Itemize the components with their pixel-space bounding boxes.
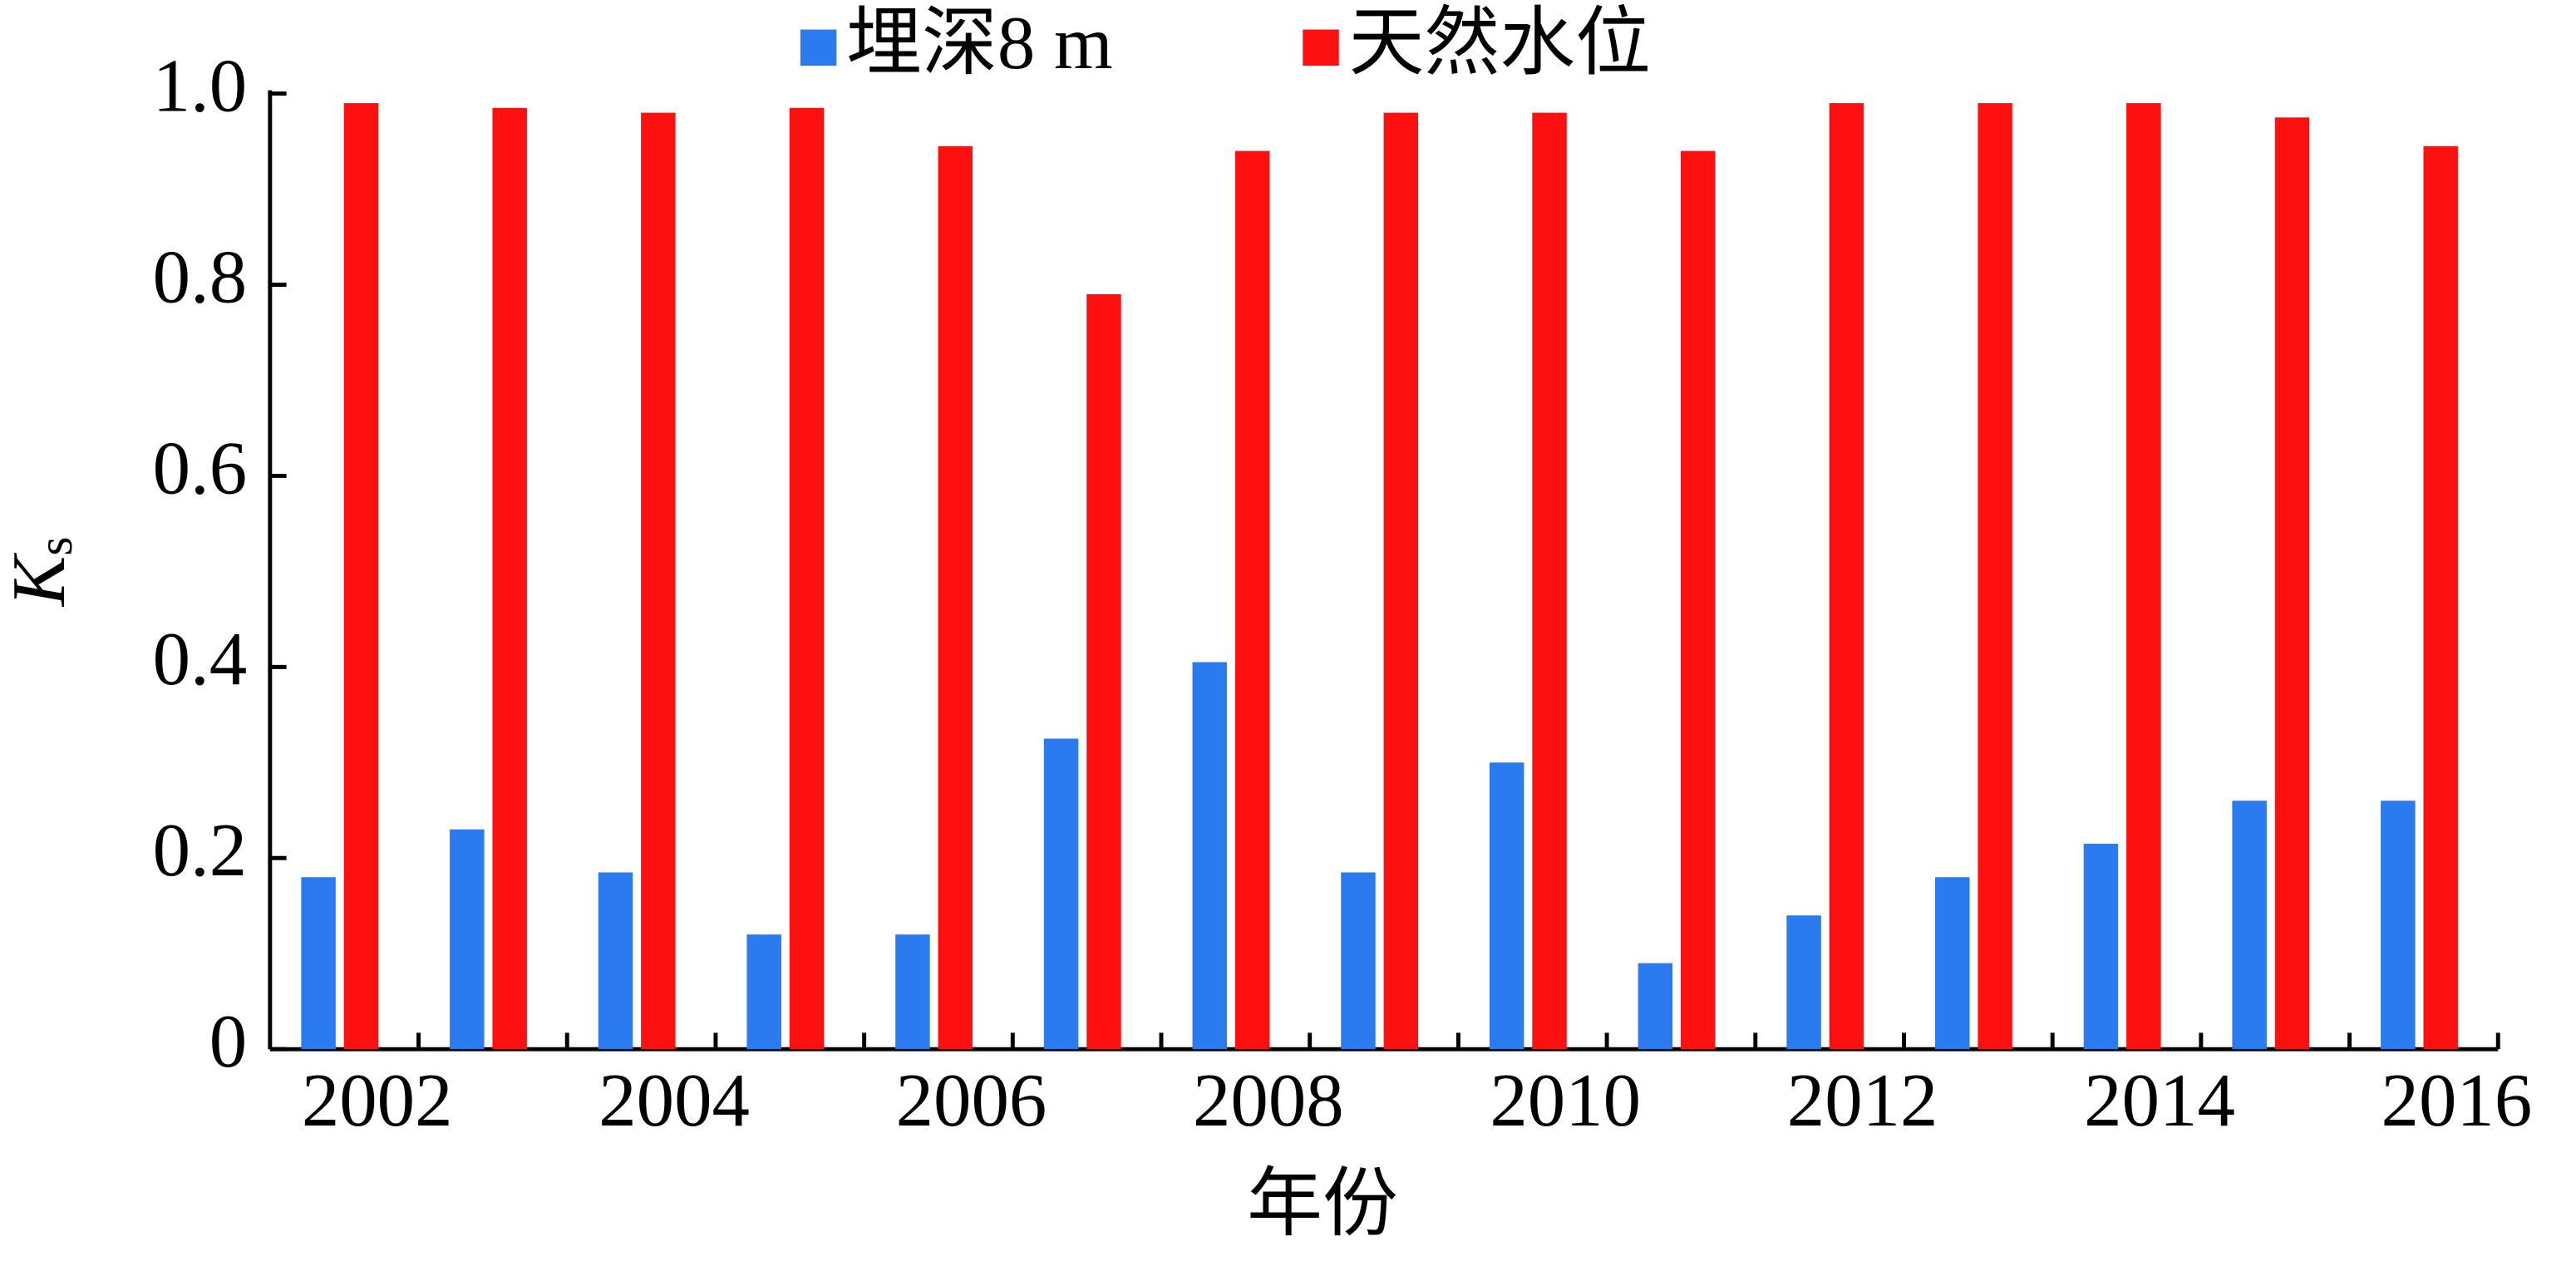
y-axis-label-sub: s [27,537,82,556]
bar [1341,872,1376,1050]
legend-label: 天然水位 [1349,1,1651,85]
bar [1638,963,1673,1050]
y-tick-label: 0 [209,999,247,1083]
bar [492,107,527,1050]
bar [1192,662,1228,1050]
bar [1680,150,1716,1050]
y-axis-label: Ks [0,537,82,608]
y-tick-label: 0.6 [153,426,248,510]
bar [1043,738,1079,1050]
legend-label: 埋深8 m [846,1,1113,85]
y-tick-label: 1.0 [153,43,248,127]
x-axis-label: 年份 [1247,1162,1398,1246]
y-tick-label: 0.4 [153,617,248,701]
x-tick-label: 2016 [2381,1058,2533,1142]
y-tick-label: 0.8 [153,234,248,318]
y-axis-label-main: K [0,552,81,608]
x-tick-label: 2010 [1490,1058,1641,1142]
bar [746,934,781,1050]
bar [598,872,633,1050]
legend-swatch [1303,29,1339,66]
bar [2274,117,2310,1050]
bar [895,934,930,1050]
bar [1086,294,1121,1050]
bar [938,145,973,1050]
bar [1489,762,1524,1050]
bar [1234,150,1270,1050]
bar [2232,800,2267,1050]
bar [1383,112,1419,1050]
bar [2381,800,2416,1050]
x-tick-label: 2006 [896,1058,1047,1142]
legend-swatch [800,29,837,66]
bar [450,829,485,1050]
y-tick-label: 0.2 [153,808,248,892]
bar [1786,915,1821,1050]
bar [2423,145,2458,1050]
x-tick-label: 2012 [1787,1058,1938,1142]
bar [1978,103,2012,1050]
bar [2126,103,2161,1050]
x-tick-label: 2014 [2084,1058,2235,1142]
bar [1829,103,1864,1050]
x-tick-label: 2002 [302,1058,453,1142]
x-tick-label: 2008 [1193,1058,1344,1142]
bar [1532,112,1567,1050]
bar [1935,877,1970,1050]
x-tick-label: 2004 [598,1058,750,1142]
bar [343,103,379,1050]
bar [301,877,336,1050]
bar [641,112,676,1050]
bar [2083,844,2119,1050]
bar [789,107,825,1050]
